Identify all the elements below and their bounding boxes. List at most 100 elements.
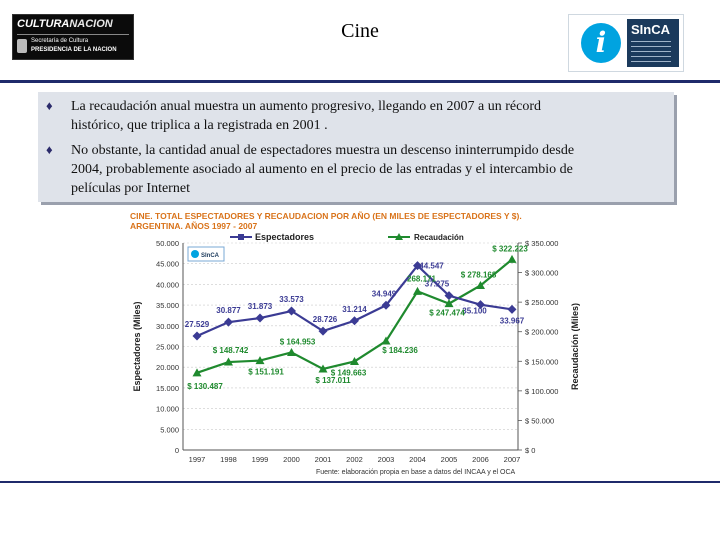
data-label-espectadores: 30.877	[216, 306, 241, 315]
data-label-espectadores: 37.275	[425, 280, 450, 289]
sinca-logo: i SInCA	[568, 14, 684, 72]
data-label-recaudacion: $ 149.663	[331, 368, 367, 377]
point-recaudacion	[287, 347, 296, 356]
data-label-recaudacion: $ 151.191	[248, 368, 284, 377]
legend-label-recaudacion: Recaudación	[414, 233, 464, 242]
data-label-espectadores: 33.967	[500, 316, 525, 325]
point-espectadores	[507, 304, 517, 314]
national-seal-icon	[17, 39, 27, 53]
bullet-1-line-2: histórico, que triplica a la registrada …	[71, 118, 328, 133]
right-tick-label: $ 350.000	[525, 239, 558, 248]
right-tick-label: $ 150.000	[525, 357, 558, 366]
point-espectadores	[224, 317, 233, 327]
data-label-recaudacion: $ 130.487	[187, 382, 223, 391]
data-label-espectadores: 31.873	[248, 302, 273, 311]
sinca-badge	[187, 246, 225, 262]
x-tick-label: 2007	[504, 455, 521, 464]
data-label-recaudacion: 268.171	[407, 274, 436, 283]
summary-box: ♦ La recaudación anual muestra un aument…	[38, 92, 674, 202]
legend-marker-espectadores	[238, 234, 244, 240]
point-espectadores	[413, 261, 422, 271]
bullet-2-line-2: 2004, probablemente asociado al aumento …	[71, 162, 573, 177]
data-label-espectadores: 34.949	[372, 289, 397, 298]
x-tick-label: 1997	[189, 455, 206, 464]
info-icon: i	[581, 23, 621, 63]
right-tick-label: $ 200.000	[525, 328, 558, 337]
sinca-badge-icon	[191, 250, 199, 258]
left-tick-label: 35.000	[156, 301, 179, 310]
point-espectadores	[255, 313, 265, 323]
bullet-text-1: La recaudación anual muestra un aumento …	[71, 97, 661, 135]
x-tick-label: 2001	[315, 455, 332, 464]
legend-marker-recaudacion	[395, 233, 403, 240]
left-tick-label: 50.000	[156, 239, 179, 248]
point-recaudacion	[192, 368, 202, 377]
data-label-recaudacion: $ 322.223	[492, 244, 528, 253]
data-label-espectadores: 33.573	[279, 295, 304, 304]
chart-title: CINE. TOTAL ESPECTADORES Y RECAUDACION P…	[130, 211, 522, 221]
cinema-chart: CINE. TOTAL ESPECTADORES Y RECAUDACION P…	[130, 211, 580, 476]
left-tick-label: 5.000	[160, 425, 179, 434]
x-tick-label: 2003	[378, 455, 395, 464]
sinca-badge-text: SInCA	[201, 253, 220, 259]
data-label-espectadores: 44.547	[419, 262, 444, 271]
right-tick-label: $ 100.000	[525, 387, 558, 396]
data-label-recaudacion: $ 278.168	[461, 270, 497, 279]
point-espectadores	[444, 291, 454, 301]
point-espectadores	[476, 300, 485, 310]
logo-divider	[17, 34, 129, 35]
data-label-recaudacion: $ 247.474	[429, 309, 465, 318]
chart-subtitle: ARGENTINA. AÑOS 1997 - 2007	[130, 221, 257, 231]
right-axis-title: Recaudación (Miles)	[570, 303, 580, 390]
right-tick-label: $ 0	[525, 446, 535, 455]
right-tick-label: $ 250.000	[525, 298, 558, 307]
x-tick-label: 2004	[409, 455, 426, 464]
data-label-recaudacion: $ 184.236	[382, 346, 418, 355]
point-espectadores	[350, 316, 359, 326]
left-tick-label: 25.000	[156, 343, 179, 352]
left-tick-label: 45.000	[156, 260, 179, 269]
chart-source: Fuente: elaboración propia en base a dat…	[316, 469, 516, 476]
cultura-nacion-brand: CULTURANACION	[17, 18, 113, 30]
logo-line-secretaria: Secretaría de Cultura	[31, 38, 89, 44]
point-recaudacion	[318, 364, 328, 373]
point-recaudacion	[507, 254, 517, 263]
bullet-icon: ♦	[46, 98, 53, 113]
x-tick-label: 2006	[472, 455, 489, 464]
point-espectadores	[381, 300, 391, 310]
point-espectadores	[192, 331, 202, 341]
point-espectadores	[287, 306, 296, 316]
point-recaudacion	[381, 336, 391, 345]
data-label-espectadores: 31.214	[342, 305, 367, 314]
data-label-recaudacion: $ 148.742	[213, 346, 249, 355]
data-label-espectadores: 28.726	[313, 315, 338, 324]
right-tick-label: $ 300.000	[525, 269, 558, 278]
sinca-name: SInCA	[631, 22, 670, 37]
left-tick-label: 40.000	[156, 280, 179, 289]
header-divider	[0, 80, 720, 83]
point-recaudacion	[444, 299, 454, 308]
data-label-recaudacion: $ 137.011	[315, 376, 351, 385]
data-label-espectadores: 35.100	[462, 307, 487, 316]
bullet-text-2: No obstante, la cantidad anual de espect…	[71, 141, 661, 198]
point-recaudacion	[476, 280, 485, 289]
left-tick-label: 20.000	[156, 363, 179, 372]
left-tick-label: 30.000	[156, 322, 179, 331]
bullet-2-line-1: No obstante, la cantidad anual de espect…	[71, 143, 575, 158]
point-recaudacion	[224, 357, 233, 366]
x-tick-label: 2000	[283, 455, 300, 464]
bullet-2-line-3: películas por Internet	[71, 181, 190, 196]
sinca-panel: SInCA	[627, 19, 679, 67]
data-label-espectadores: 27.529	[185, 320, 210, 329]
left-tick-label: 10.000	[156, 405, 179, 414]
legend-label-espectadores: Espectadores	[255, 232, 314, 242]
x-tick-label: 1998	[220, 455, 237, 464]
point-recaudacion	[255, 356, 265, 365]
point-recaudacion	[350, 356, 359, 365]
footer-divider	[0, 481, 720, 483]
cultura-nacion-logo: CULTURANACION Secretaría de Cultura PRES…	[12, 14, 134, 60]
bullet-1-line-1: La recaudación anual muestra un aumento …	[71, 99, 541, 114]
left-tick-label: 0	[175, 446, 179, 455]
page-title: Cine	[341, 20, 379, 42]
left-axis-title: Espectadores (Miles)	[132, 301, 142, 391]
